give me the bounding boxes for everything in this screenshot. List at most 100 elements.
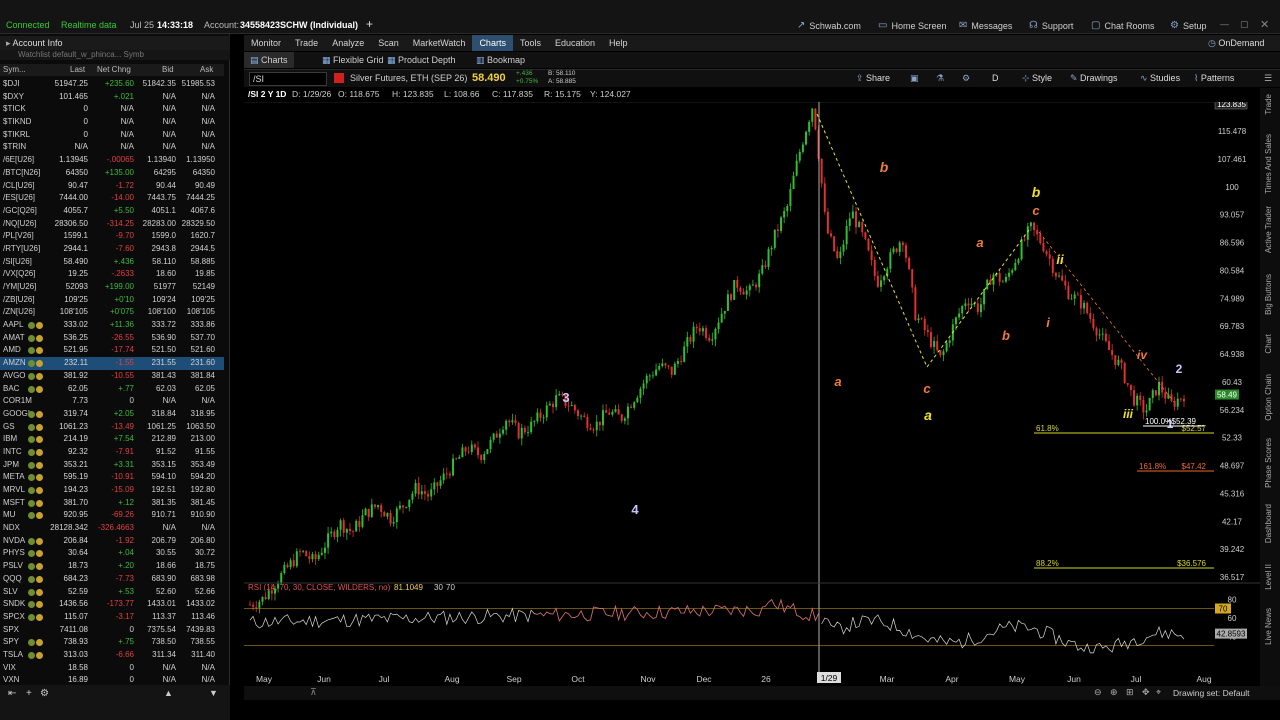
tab-charts[interactable]: ▤ Charts <box>244 52 294 68</box>
setup-link[interactable]: ⚙ Setup <box>1170 20 1207 31</box>
watchlist-row[interactable]: /CL[U26] 90.47 -1.72 90.44 90.49 <box>0 180 224 193</box>
watchlist-row[interactable]: /PL[V26] 1599.1 -9.70 1599.0 1620.7 <box>0 230 224 243</box>
watchlist-row[interactable]: IBM 214.19 +7.54 212.89 213.00 <box>0 433 224 446</box>
watchlist-row[interactable]: GS 1061.23 -13.49 1061.25 1063.50 <box>0 421 224 434</box>
col-bid[interactable]: Bid <box>162 65 174 74</box>
messages-link[interactable]: ✉ Messages <box>959 20 1012 31</box>
nav-scan[interactable]: Scan <box>378 38 399 48</box>
watchlist-row[interactable]: PSLV 18.73 +.20 18.66 18.75 <box>0 560 224 573</box>
scroll-up-icon[interactable]: ▲ <box>164 688 173 698</box>
side-tab-active-trader[interactable]: Active Trader <box>1264 206 1273 254</box>
watchlist-row[interactable]: /NQ[U26] 28306.50 -314.25 28283.00 28329.50 <box>0 218 224 231</box>
watchlist-row[interactable]: /VX[Q26] 19.25 -.2633 18.60 19.85 <box>0 268 224 281</box>
watchlist-row[interactable]: SLV 52.59 +.53 52.60 52.66 <box>0 586 224 599</box>
style-button[interactable]: ⊹ Style <box>1022 73 1052 84</box>
side-tab-live-news[interactable]: Live News <box>1264 608 1273 645</box>
watchlist-row[interactable]: /RTY[U26] 2944.1 -7.60 2943.8 2944.5 <box>0 243 224 256</box>
studies-button[interactable]: ∿ Studies <box>1140 73 1180 84</box>
account-info-header[interactable]: ▸ Account Info <box>0 36 230 50</box>
nav-education[interactable]: Education <box>554 38 595 48</box>
schwab-link[interactable]: ↗ Schwab.com <box>797 20 861 31</box>
watchlist-row[interactable]: /BTC[N26] 64350 +135.00 64295 64350 <box>0 167 224 180</box>
nav-charts[interactable]: Charts <box>472 35 513 51</box>
nav-help[interactable]: Help <box>609 38 628 48</box>
watchlist-row[interactable]: $TIKRL 0 N/A N/A N/A <box>0 129 224 142</box>
side-tab-option-chain[interactable]: Option Chain <box>1264 374 1273 421</box>
watchlist-row[interactable]: COR1M 7.73 0 N/A N/A <box>0 395 224 408</box>
col-symbol[interactable]: Sym... <box>3 65 26 74</box>
drawings-button[interactable]: ✎ Drawings <box>1070 73 1118 84</box>
side-tab-trade[interactable]: Trade <box>1264 94 1273 115</box>
chart-timeframe[interactable]: /SI 2 Y 1D <box>248 89 287 99</box>
watchlist-row[interactable]: $DJI 51947.25 +235.60 51842.35 51985.53 <box>0 78 224 91</box>
nav-analyze[interactable]: Analyze <box>332 38 365 48</box>
watchlist-row[interactable]: AMD 521.95 -17.74 521.50 521.60 <box>0 344 224 357</box>
watchlist-row[interactable]: $TRIN N/A N/A N/A N/A <box>0 141 224 154</box>
watchlist-row[interactable]: AMZN 232.11 -1.55 231.55 231.60 <box>0 357 224 370</box>
account-selector[interactable]: 34558423SCHW (Individual) <box>240 20 359 30</box>
zoom-out-icon[interactable]: ⊖ <box>1094 687 1102 697</box>
side-tab-times-and-sales[interactable]: Times And Sales <box>1264 134 1273 194</box>
nav-marketwatch[interactable]: MarketWatch <box>412 38 466 48</box>
side-tab-dashboard[interactable]: Dashboard <box>1264 504 1273 544</box>
watchlist-row[interactable]: SPCX 115.07 -3.17 113.37 113.46 <box>0 611 224 624</box>
watchlist-row[interactable]: SPY 738.93 +.75 738.50 738.55 <box>0 636 224 649</box>
cursor-icon[interactable]: ⌖ <box>1156 687 1162 697</box>
nav-trade[interactable]: Trade <box>295 38 319 48</box>
col-last[interactable]: Last <box>70 65 86 74</box>
watchlist-row[interactable]: /YM[U26] 52093 +199.00 51977 52149 <box>0 281 224 294</box>
watchlist-row[interactable]: AAPL 333.02 +11.36 333.72 333.86 <box>0 319 224 332</box>
price-chart[interactable]: 123.835 115.478 107.461 100 93.057 86.596 80.5… <box>244 102 1280 702</box>
tab-product-depth[interactable]: ▦ Product Depth <box>387 52 456 68</box>
watchlist-row[interactable]: $TIKND 0 N/A N/A N/A <box>0 116 224 129</box>
patterns-button[interactable]: ⌇ Patterns <box>1194 73 1234 84</box>
menu-icon[interactable]: ☰ <box>1264 73 1273 83</box>
home-screen-link[interactable]: ▭ Home Screen <box>878 20 946 31</box>
maximize-icon[interactable]: ▢ <box>1240 19 1249 29</box>
watchlist-row[interactable]: NDX 28128.342 -326.4663 N/A N/A <box>0 522 224 535</box>
watchlist-row[interactable]: BAC 62.05 +.77 62.03 62.05 <box>0 383 224 396</box>
watchlist-header[interactable]: Watchlist default_w_phinca... Symb <box>0 50 230 60</box>
scroll-handle-icon[interactable]: ⊼ <box>310 687 317 697</box>
col-ask[interactable]: Ask <box>200 65 214 74</box>
add-icon[interactable]: + <box>26 688 32 699</box>
chart-settings-icon[interactable]: ⚙ <box>962 73 971 83</box>
nav-monitor[interactable]: Monitor <box>251 38 282 48</box>
watchlist-row[interactable]: /6E[U26] 1.13945 -.00065 1.13940 1.13950 <box>0 154 224 167</box>
watchlist-row[interactable]: NVDA 206.84 -1.92 206.79 206.80 <box>0 535 224 548</box>
col-net-change[interactable]: Net Chng <box>97 65 131 74</box>
collapse-icon[interactable]: ⇤ <box>8 688 17 699</box>
watchlist-row[interactable]: PHYS 30.64 +.04 30.55 30.72 <box>0 547 224 560</box>
nav-tools[interactable]: Tools <box>519 38 541 48</box>
side-tab-big-buttons[interactable]: Big Buttons <box>1264 274 1273 315</box>
scroll-down-icon[interactable]: ▼ <box>209 688 218 698</box>
add-account-icon[interactable]: + <box>366 17 374 31</box>
settings-icon[interactable]: ⚙ <box>40 688 49 699</box>
share-button[interactable]: ⇪ Share <box>856 73 890 84</box>
watchlist-row[interactable]: GOOGL 319.74 +2.05 318.84 318.95 <box>0 408 224 421</box>
watchlist-row[interactable]: AVGO 381.92 -10.55 381.43 381.84 <box>0 370 224 383</box>
watchlist-row[interactable]: $DXY 101.465 +.021 N/A N/A <box>0 91 224 104</box>
watchlist-row[interactable]: TSLA 313.03 -6.66 311.34 311.40 <box>0 649 224 662</box>
watchlist-row[interactable]: /SI[U26] 58.490 +.436 58.110 58.885 <box>0 256 224 269</box>
watchlist-row[interactable]: VIX 18.58 0 N/A N/A <box>0 662 224 675</box>
watchlist-row[interactable]: SPX 7411.08 0 7375.54 7439.83 <box>0 624 224 637</box>
crosshair-icon[interactable]: ✥ <box>1142 687 1150 697</box>
watchlist-row[interactable]: /ZN[U26] 108'105 +0'075 108'100 108'105 <box>0 306 224 319</box>
tab-flexible-grid[interactable]: ▦ Flexible Grid <box>322 52 384 68</box>
drawing-set[interactable]: Drawing set: Default <box>1173 688 1250 698</box>
watchlist-row[interactable]: $TICK 0 N/A N/A N/A <box>0 103 224 116</box>
watchlist-row[interactable]: META 595.19 -10.91 594.10 594.20 <box>0 471 224 484</box>
tab-bookmap[interactable]: ▥ Bookmap <box>476 52 525 68</box>
ondemand-button[interactable]: ◷ OnDemand <box>1208 35 1264 51</box>
close-icon[interactable]: ✕ <box>1260 19 1270 31</box>
support-link[interactable]: ☊ Support <box>1029 20 1073 31</box>
watchlist-row[interactable]: QQQ 684.23 -7.73 683.90 683.98 <box>0 573 224 586</box>
fit-icon[interactable]: ⊞ <box>1126 687 1134 697</box>
watchlist-row[interactable]: /ZB[U26] 109'25 +0'10 109'24 109'25 <box>0 294 224 307</box>
watchlist-row[interactable]: JPM 353.21 +3.31 353.15 353.49 <box>0 459 224 472</box>
zoom-in-icon[interactable]: ⊕ <box>1110 687 1118 697</box>
symbol-input[interactable]: /SI <box>249 72 327 86</box>
watchlist-row[interactable]: MRVL 194.23 -15.09 192.51 192.80 <box>0 484 224 497</box>
aggregation-button[interactable]: D <box>992 73 999 83</box>
